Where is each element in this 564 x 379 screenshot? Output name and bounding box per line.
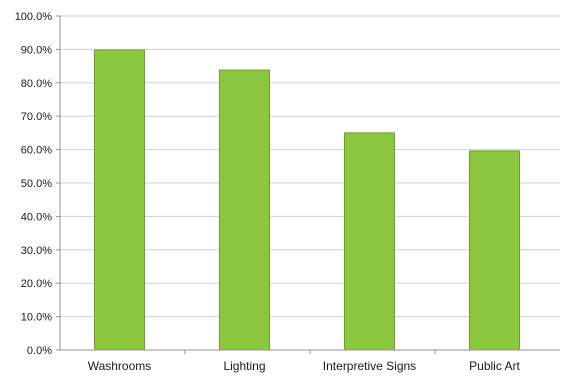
y-tick-label: 40.0%: [21, 211, 52, 223]
y-tick-label: 80.0%: [21, 78, 52, 90]
y-tick-label: 100.0%: [15, 11, 53, 23]
bar-public-art: [469, 150, 520, 351]
axes: [56, 15, 560, 354]
y-tick-label: 70.0%: [21, 111, 52, 123]
bar-lighting: [219, 69, 270, 351]
x-category-label: Washrooms: [88, 359, 152, 373]
x-axis-category-labels: Washrooms Lighting Interpretive Signs Publi…: [88, 359, 521, 373]
bars: [94, 49, 520, 351]
y-tick-label: 60.0%: [21, 145, 52, 157]
bar-interpretive-signs: [344, 132, 395, 351]
y-tick-label: 90.0%: [21, 44, 52, 56]
y-tick-label: 30.0%: [21, 245, 52, 257]
x-category-label: Lighting: [223, 359, 265, 373]
y-tick-label: 20.0%: [21, 278, 52, 290]
x-category-label: Public Art: [469, 359, 520, 373]
y-tick-label: 50.0%: [21, 178, 52, 190]
y-axis-tick-labels: 0.0% 10.0% 20.0% 30.0% 40.0% 50.0% 60.0% 70.0% 8…: [15, 11, 53, 357]
y-tick-label: 10.0%: [21, 312, 52, 324]
bar-washrooms: [94, 49, 145, 351]
x-category-label: Interpretive Signs: [323, 359, 416, 373]
y-tick-label: 0.0%: [27, 345, 52, 357]
